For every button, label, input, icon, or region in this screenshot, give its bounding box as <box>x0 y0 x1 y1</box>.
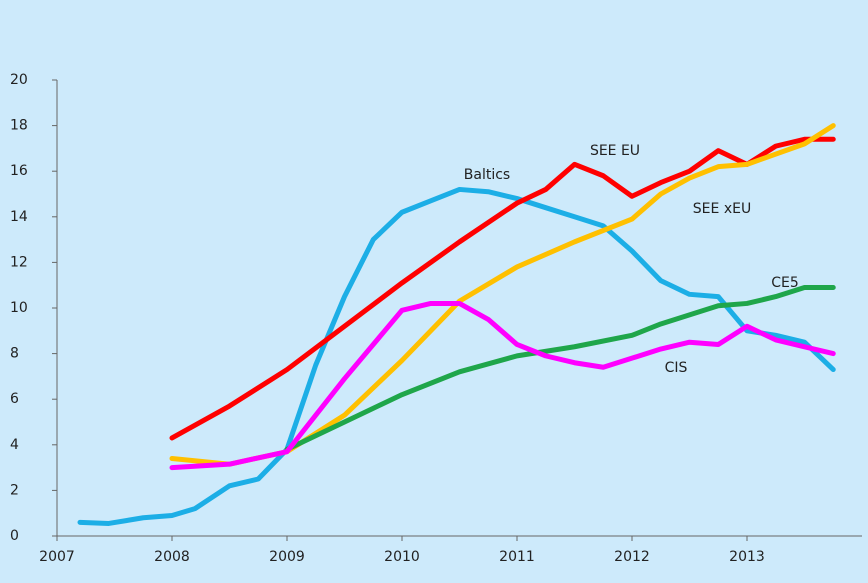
x-tick-label: 2007 <box>39 549 75 565</box>
y-tick-label: 0 <box>10 528 19 544</box>
series-label: SEE EU <box>590 143 640 159</box>
x-tick-label: 2009 <box>269 549 305 565</box>
series-label: CIS <box>665 360 688 376</box>
series-label: SEE xEU <box>693 201 751 217</box>
x-tick-label: 2010 <box>384 549 420 565</box>
y-tick-label: 12 <box>10 254 28 270</box>
y-tick-label: 18 <box>10 118 28 134</box>
series-line <box>169 300 836 471</box>
y-tick-label: 6 <box>10 391 19 407</box>
y-tick-label: 2 <box>10 482 19 498</box>
y-tick-label: 16 <box>10 163 28 179</box>
y-tick-label: 14 <box>10 209 28 225</box>
y-tick-label: 10 <box>10 300 28 316</box>
x-tick-label: 2013 <box>729 549 765 565</box>
series-line <box>284 284 836 452</box>
y-tick-label: 20 <box>10 72 28 88</box>
x-tick-label: 2012 <box>614 549 650 565</box>
series-line <box>77 186 836 526</box>
series-label: Baltics <box>464 167 510 183</box>
y-tick-label: 8 <box>10 346 19 362</box>
y-tick-label: 4 <box>10 437 19 453</box>
series-label: CE5 <box>771 275 799 291</box>
x-tick-label: 2011 <box>499 549 535 565</box>
x-tick-label: 2008 <box>154 549 190 565</box>
series-line <box>169 136 836 441</box>
